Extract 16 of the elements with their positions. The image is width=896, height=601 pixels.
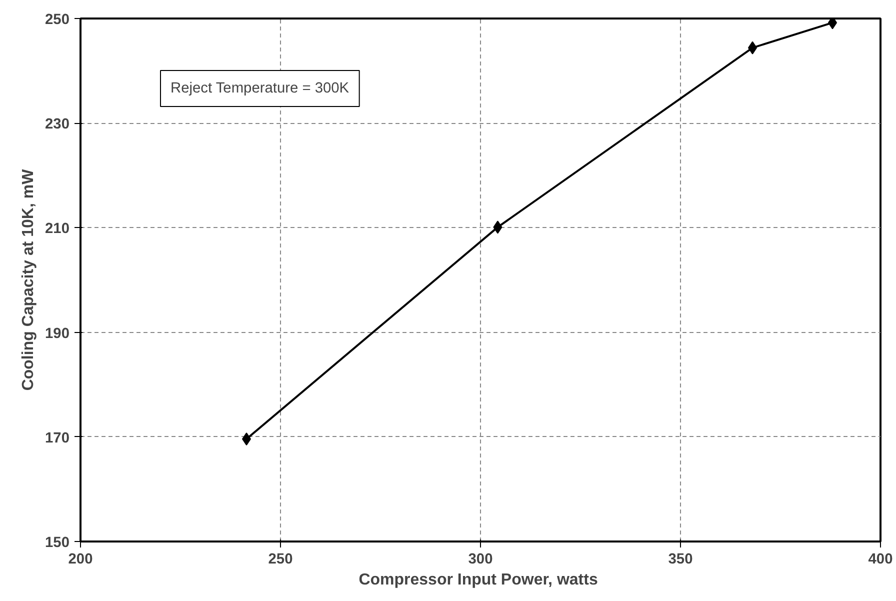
y-tick-label: 230	[45, 116, 70, 133]
y-tick-label: 150	[45, 535, 70, 551]
y-tick-label: 170	[45, 430, 70, 446]
y-tick-label: 190	[45, 326, 70, 342]
x-tick-label: 250	[268, 552, 293, 568]
point	[493, 220, 502, 234]
x-tick-label: 400	[868, 552, 893, 568]
y-tick-label: 210	[45, 221, 70, 238]
y-axis-title: Cooling Capacity at 10K, mW	[20, 168, 38, 391]
x-tick-label: 350	[668, 552, 693, 568]
x-axis-title: Compressor Input Power, watts	[358, 572, 598, 588]
point	[828, 18, 837, 30]
y-tick-label: 250	[45, 12, 70, 28]
x-tick-label: 200	[68, 552, 93, 568]
x-tick-label: 300	[468, 552, 493, 568]
annotation: Reject Temperature = 300K	[170, 80, 350, 96]
